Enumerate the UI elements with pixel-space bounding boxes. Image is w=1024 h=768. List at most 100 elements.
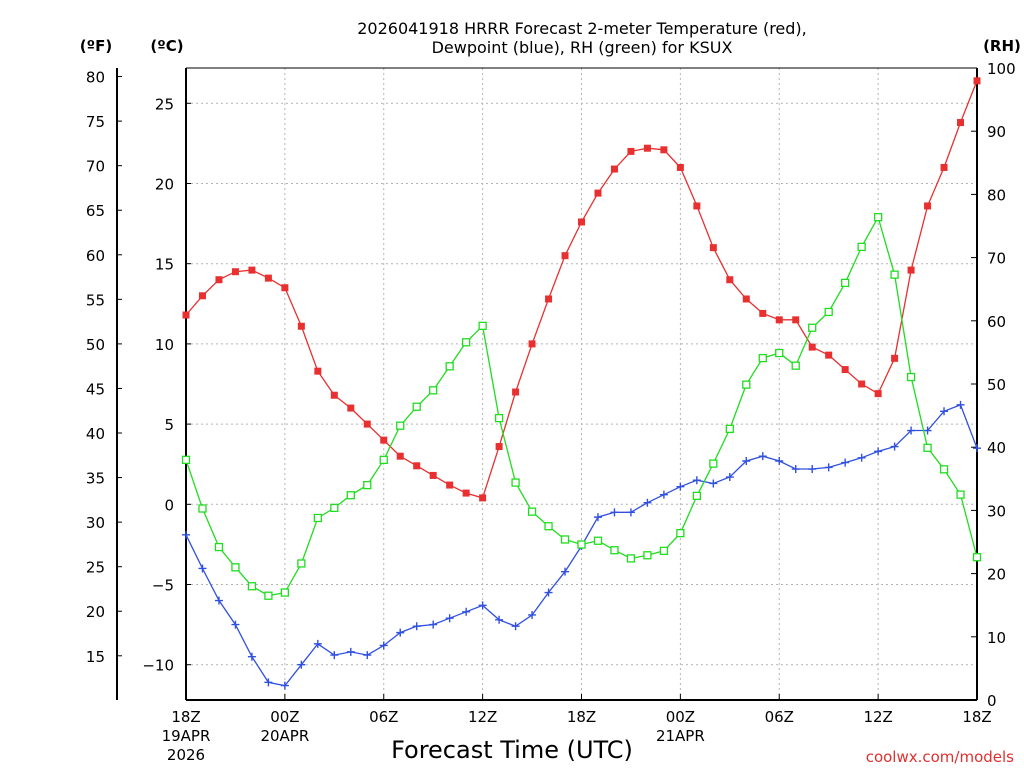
dewpoint-point — [280, 681, 289, 690]
2-meter-temperature-point — [874, 390, 882, 398]
dewpoint-point — [907, 426, 916, 435]
x-tick-label: 18Z — [962, 708, 991, 726]
2-meter-temperature-point — [594, 189, 602, 197]
rh-point — [280, 588, 290, 597]
rh-point — [511, 478, 520, 487]
dewpoint-point — [709, 479, 718, 488]
dewpoint-point — [379, 641, 388, 650]
fahrenheit-tick-label: 20 — [86, 603, 105, 621]
rh-point — [923, 443, 932, 452]
rh-point — [363, 480, 372, 490]
2-meter-temperature-point — [248, 266, 256, 274]
2-meter-temperature-point — [660, 146, 668, 154]
dewpoint-point — [841, 458, 850, 467]
chart-title-line1: 2026041918 HRRR Forecast 2-meter Tempera… — [357, 19, 807, 38]
2-meter-temperature-point — [792, 316, 800, 324]
dewpoint-point — [214, 596, 223, 605]
grid-lines — [186, 68, 977, 700]
x-tick-label: 18Z — [171, 708, 200, 726]
fahrenheit-tick-label: 50 — [86, 336, 105, 354]
dewpoint-point — [544, 588, 553, 597]
dewpoint-point — [692, 476, 701, 485]
celsius-tick-label: 0 — [164, 496, 174, 514]
rh-point — [626, 554, 636, 563]
x-tick-date-label: 20APR — [260, 727, 309, 745]
chart-title-line2: Dewpoint (blue), RH (green) for KSUX — [432, 38, 733, 57]
fahrenheit-tick-label: 60 — [86, 247, 105, 265]
2-meter-temperature-point — [380, 436, 388, 444]
celsius-tick-label: −5 — [152, 577, 174, 595]
rh-point — [346, 491, 355, 500]
2-meter-temperature-point — [363, 420, 371, 428]
rh-tick-label: 50 — [987, 376, 1006, 394]
rh-point — [906, 372, 916, 382]
dewpoint-point — [808, 465, 817, 474]
x-tick-label: 06Z — [765, 708, 794, 726]
rh-point — [247, 582, 257, 591]
x-tick-label: 06Z — [369, 708, 398, 726]
rh-tick-label: 0 — [987, 692, 997, 710]
rh-tick-label: 100 — [987, 60, 1016, 78]
dewpoint-point — [626, 508, 635, 517]
dewpoint-point — [956, 400, 965, 409]
x-tick-label: 12Z — [863, 708, 892, 726]
2-meter-temperature-point — [924, 202, 932, 210]
2-meter-temperature-point — [841, 366, 849, 374]
2-meter-temperature-point — [297, 322, 305, 330]
2-meter-temperature-point — [940, 163, 948, 171]
x-tick-label: 00Z — [666, 708, 695, 726]
dewpoint-point — [643, 498, 652, 507]
rh-point — [873, 213, 883, 222]
dewpoint-point — [198, 564, 207, 573]
rh-point — [725, 424, 734, 434]
rh-point — [857, 242, 866, 252]
rh-point — [478, 321, 487, 331]
rh-tick-label: 80 — [987, 186, 1006, 204]
rh-point — [396, 421, 405, 430]
dewpoint-point — [610, 508, 619, 517]
rh-point — [775, 348, 784, 358]
rh-point — [379, 455, 388, 464]
2-meter-temperature-point — [512, 388, 520, 396]
2-meter-temperature-point — [973, 77, 981, 85]
celsius-tick-label: −10 — [142, 657, 174, 675]
rh-unit-label: (RH) — [983, 37, 1021, 55]
2-meter-temperature-point — [561, 252, 569, 260]
2-meter-temperature-point — [413, 462, 421, 470]
celsius-tick-label: 5 — [164, 416, 174, 434]
dewpoint-point — [659, 490, 668, 499]
x-tick-date-label: 19APR — [162, 727, 211, 745]
dewpoint-point — [890, 442, 899, 451]
2-meter-temperature-point — [182, 311, 190, 319]
rh-point — [824, 307, 833, 317]
2-meter-temperature-point — [479, 494, 487, 502]
2-meter-temperature-point — [891, 354, 899, 362]
rh-point — [577, 540, 586, 549]
fahrenheit-tick-label: 55 — [86, 291, 105, 309]
2-meter-temperature-point — [578, 218, 585, 226]
dewpoint-point — [264, 678, 273, 687]
rh-tick-label: 30 — [987, 502, 1006, 520]
2-meter-temperature-point — [775, 316, 783, 324]
dewpoint-point — [511, 622, 520, 631]
dewpoint-point — [824, 463, 833, 472]
2-meter-temperature-point — [462, 489, 470, 497]
rh-point — [527, 507, 537, 516]
2-meter-temperature-point — [759, 309, 767, 317]
dewpoint-point — [561, 567, 570, 576]
rh-point — [692, 491, 702, 501]
fahrenheit-tick-label: 75 — [86, 113, 105, 131]
fahrenheit-unit-label: (ºF) — [80, 37, 112, 55]
fahrenheit-tick-label: 80 — [86, 69, 105, 87]
2-meter-temperature-point — [676, 163, 684, 171]
rh-point — [264, 591, 273, 600]
rh-tick-label: 10 — [987, 629, 1006, 647]
2-meter-temperature-point — [627, 147, 635, 155]
dewpoint-point — [940, 407, 949, 416]
2-meter-temperature-point — [198, 292, 206, 300]
x-tick-year-label: 2026 — [167, 746, 205, 764]
rh-point — [659, 546, 669, 555]
dewpoint-point — [313, 639, 322, 648]
rh-point — [610, 546, 619, 555]
dewpoint-point — [857, 453, 866, 462]
